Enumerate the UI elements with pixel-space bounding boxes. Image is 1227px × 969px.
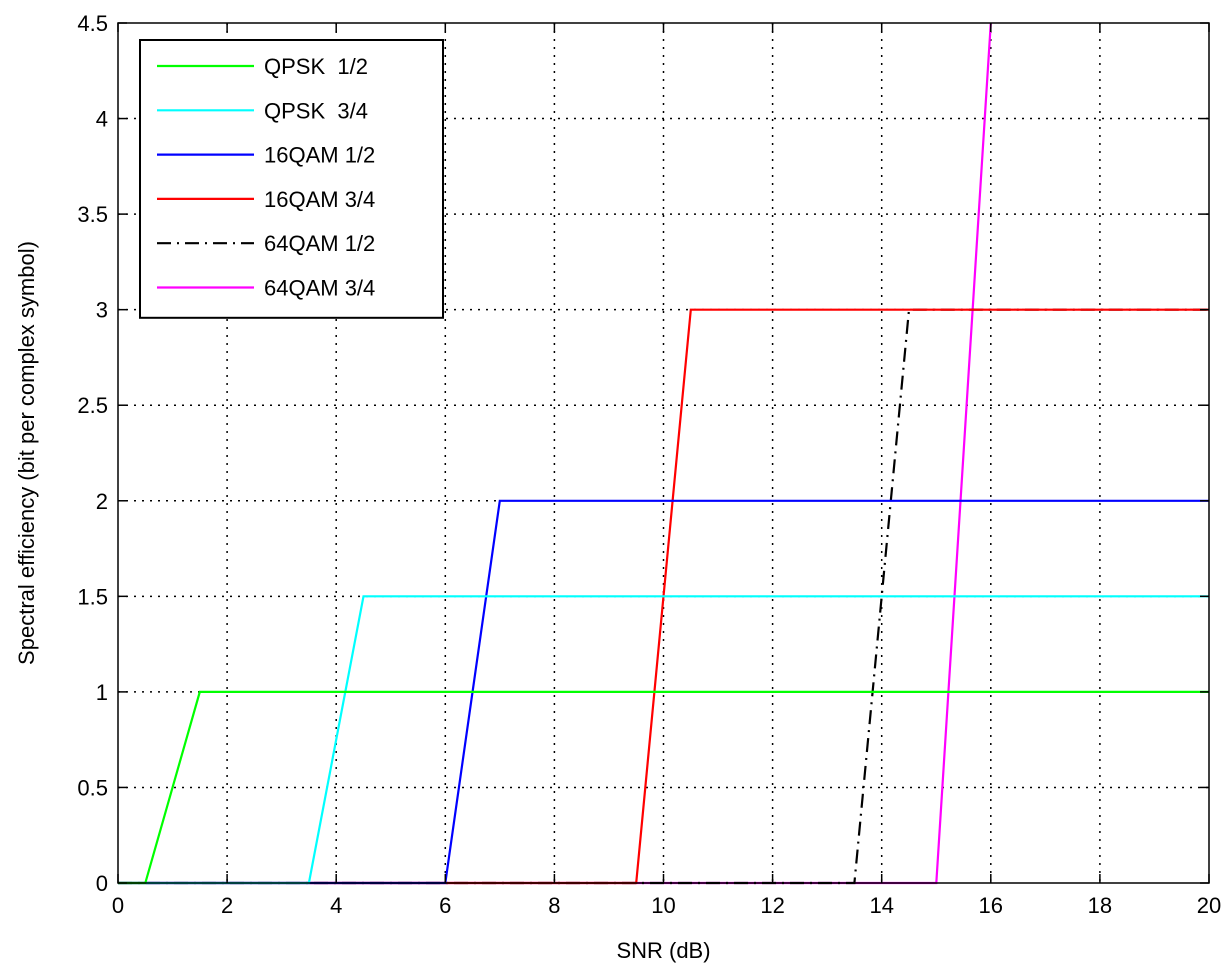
x-tick-label: 4 <box>330 893 342 918</box>
x-tick-labels: 0 2 4 6 8 10 12 14 16 18 20 <box>112 893 1221 918</box>
y-tick-label: 4.5 <box>77 11 108 36</box>
x-axis-label: SNR (dB) <box>616 938 710 963</box>
y-tick-label: 3 <box>96 298 108 323</box>
y-tick-label: 2.5 <box>77 393 108 418</box>
x-tick-label: 20 <box>1197 893 1221 918</box>
x-tick-label: 16 <box>979 893 1003 918</box>
legend-label: 64QAM 1/2 <box>264 231 375 256</box>
legend-label: QPSK 3/4 <box>264 98 368 123</box>
x-tick-label: 0 <box>112 893 124 918</box>
legend-label: 16QAM 1/2 <box>264 143 375 168</box>
y-tick-label: 0.5 <box>77 775 108 800</box>
x-tick-label: 6 <box>439 893 451 918</box>
y-tick-labels: 0 0.5 1 1.5 2 2.5 3 3.5 4 4.5 <box>77 11 108 896</box>
y-tick-label: 0 <box>96 871 108 896</box>
x-tick-label: 10 <box>651 893 675 918</box>
y-tick-label: 1 <box>96 680 108 705</box>
x-tick-label: 18 <box>1088 893 1112 918</box>
legend-label: 16QAM 3/4 <box>264 187 375 212</box>
y-axis-label: Spectral efficiency (bit per complex sym… <box>14 241 39 665</box>
x-tick-label: 12 <box>760 893 784 918</box>
legend-label: 64QAM 3/4 <box>264 276 375 301</box>
legend: QPSK 1/2 QPSK 3/4 16QAM 1/2 16QAM 3/4 64QAM … <box>139 39 444 319</box>
tick-layer <box>117 22 1210 884</box>
legend-box <box>139 39 444 319</box>
x-tick-label: 8 <box>548 893 560 918</box>
y-tick-label: 1.5 <box>77 584 108 609</box>
y-tick-label: 4 <box>96 107 108 132</box>
y-tick-label: 3.5 <box>77 202 108 227</box>
y-tick-label: 2 <box>96 489 108 514</box>
x-tick-label: 14 <box>869 893 893 918</box>
x-tick-label: 2 <box>221 893 233 918</box>
legend-label: QPSK 1/2 <box>264 54 368 79</box>
